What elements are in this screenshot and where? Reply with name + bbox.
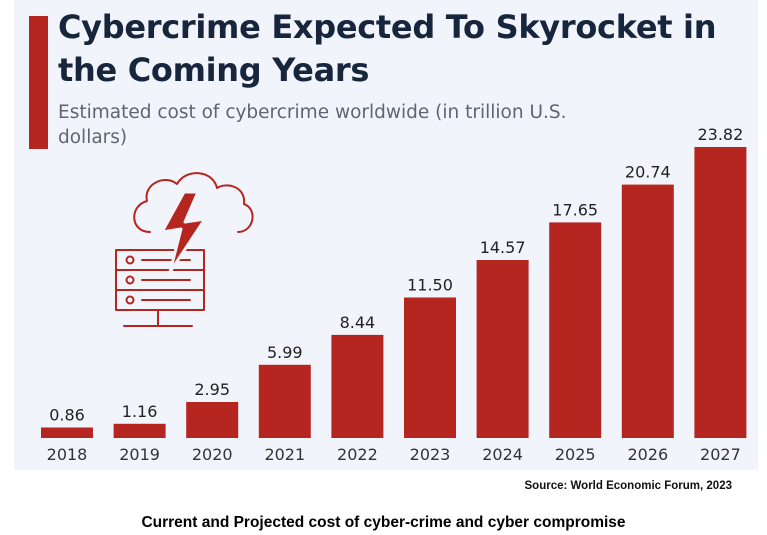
source-note: Source: World Economic Forum, 2023 [524, 480, 732, 492]
bar-2021 [258, 364, 311, 438]
category-label: 2018 [47, 445, 88, 464]
bar-2026 [621, 184, 674, 438]
value-label: 20.74 [625, 163, 671, 182]
title-accent-bar [29, 16, 48, 149]
value-label: 2.95 [194, 380, 230, 399]
bar-chart: 0.86 1.16 2.95 5.99 8.44 11.50 14.57 17.65 20.74… [41, 125, 747, 464]
category-label: 2026 [627, 445, 668, 464]
value-label: 5.99 [267, 343, 303, 362]
value-label: 23.82 [697, 125, 743, 144]
bar-2025 [549, 222, 602, 438]
value-label: 17.65 [552, 200, 598, 219]
value-label: 8.44 [340, 313, 376, 332]
value-label: 11.50 [407, 276, 453, 295]
category-label: 2021 [264, 445, 305, 464]
category-label: 2019 [119, 445, 160, 464]
bar-2027 [694, 147, 747, 438]
bar-2022 [331, 334, 384, 438]
figure-caption: Current and Projected cost of cyber-crim… [141, 514, 626, 531]
value-label: 0.86 [49, 406, 85, 425]
value-label: 1.16 [122, 402, 158, 421]
value-label: 14.57 [480, 238, 526, 257]
category-label: 2025 [555, 445, 596, 464]
bar-2020 [186, 402, 239, 438]
chart-title: Cybercrime Expected To Skyrocket in the … [58, 8, 717, 89]
category-label: 2023 [410, 445, 451, 464]
category-label: 2024 [482, 445, 523, 464]
bar-2018 [41, 427, 93, 438]
category-label: 2020 [192, 445, 233, 464]
category-label: 2027 [700, 445, 741, 464]
cloud-server-lightning-icon [115, 172, 254, 327]
bar-2024 [476, 260, 529, 438]
chart-subtitle: Estimated cost of cybercrime worldwide (… [58, 102, 567, 148]
bar-2019 [113, 423, 166, 438]
category-label: 2022 [337, 445, 378, 464]
bar-2023 [404, 297, 456, 438]
